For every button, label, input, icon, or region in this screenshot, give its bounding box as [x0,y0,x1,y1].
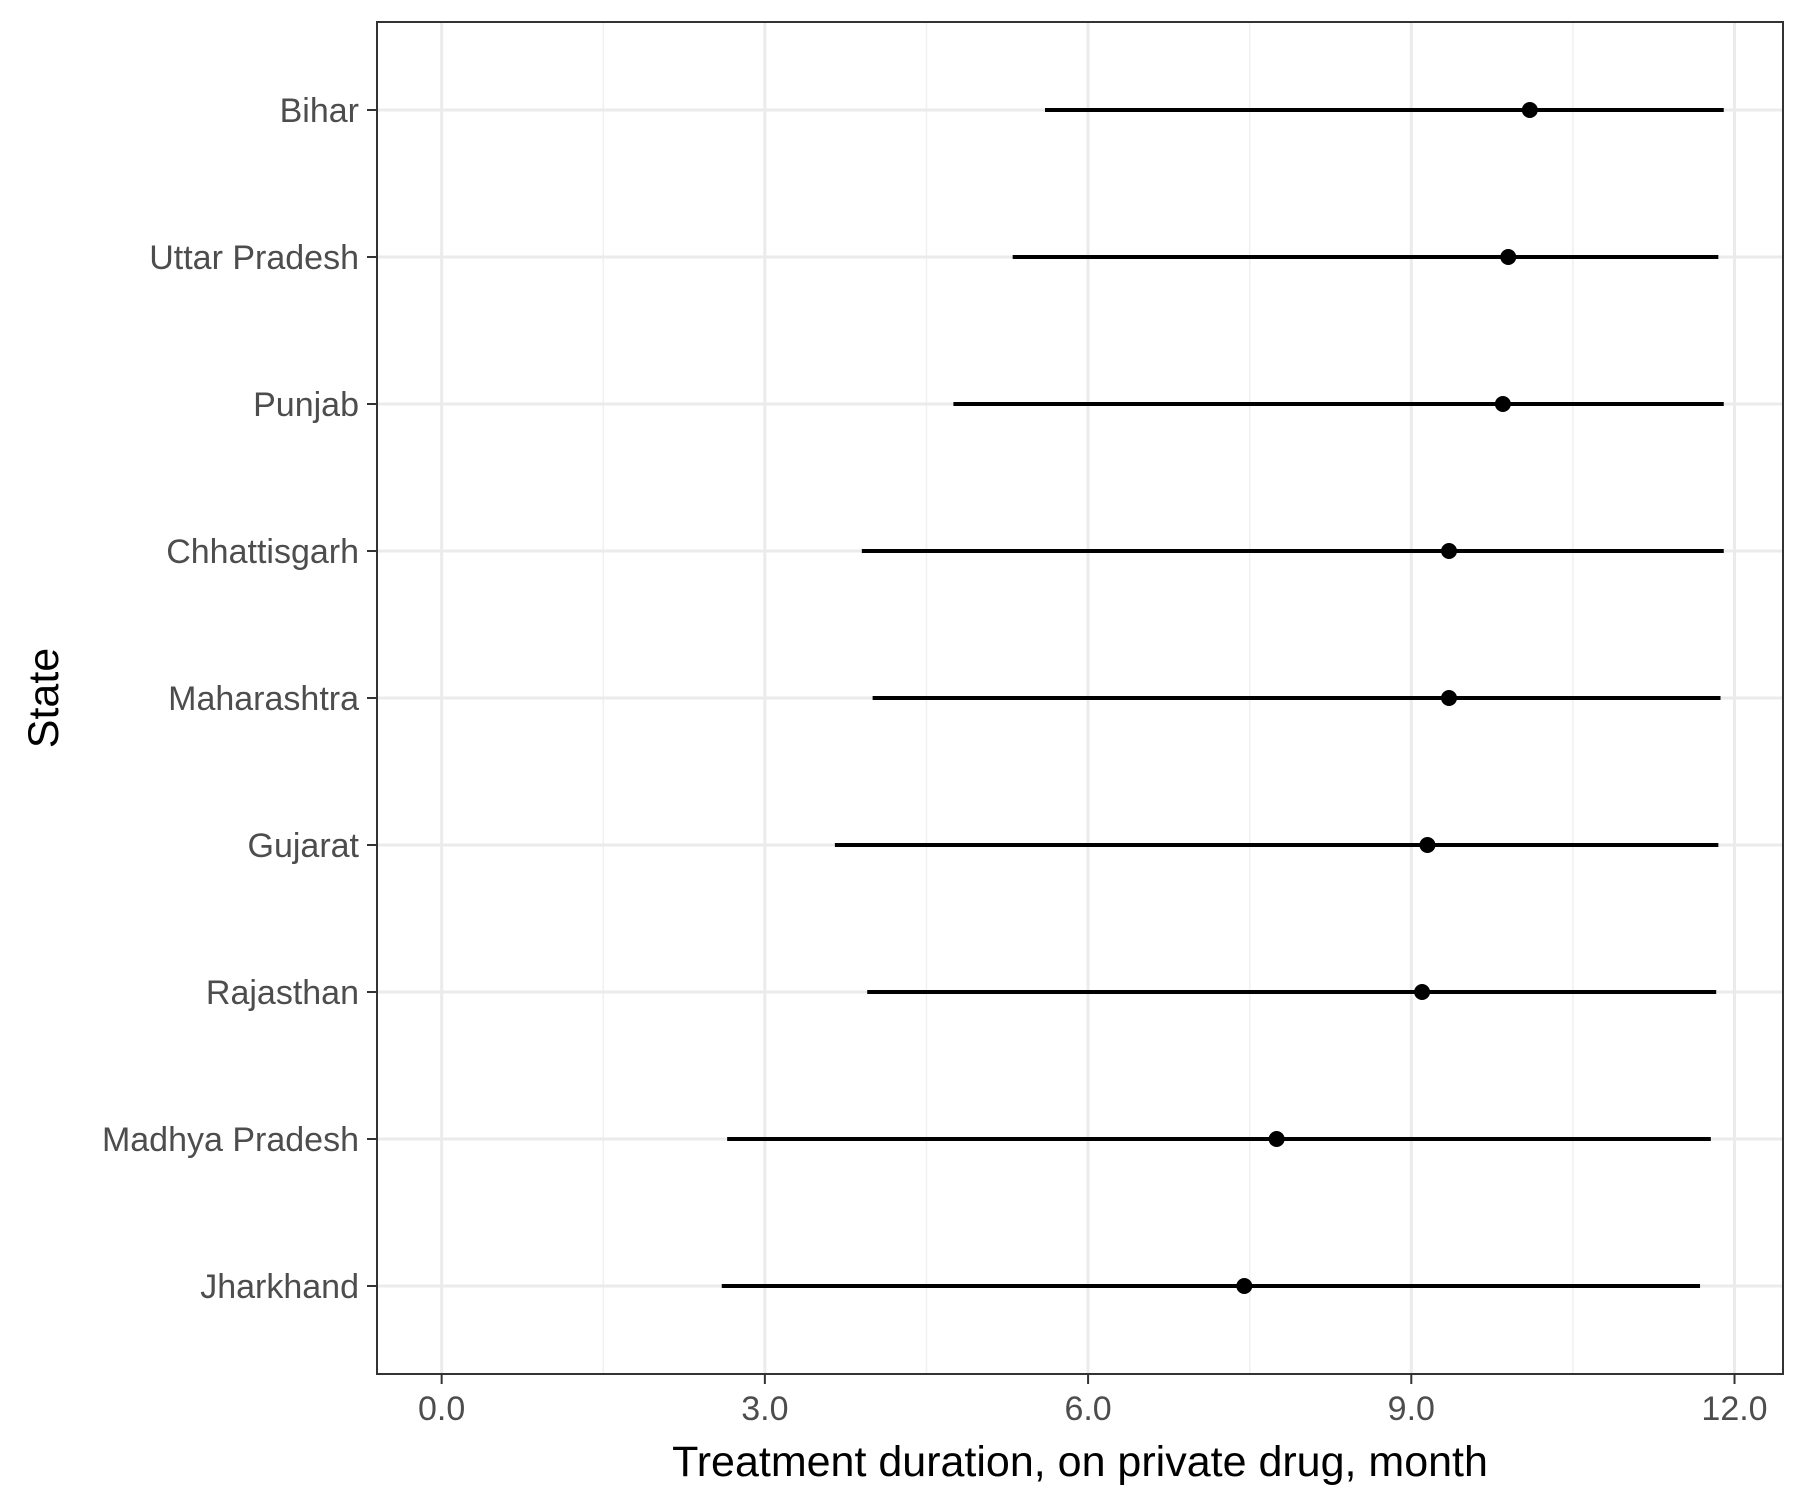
y-tick-label: Uttar Pradesh [149,239,359,277]
x-tick-label: 6.0 [1064,1390,1111,1428]
y-tick-label: Jharkhand [200,1268,359,1306]
point-estimate [1441,690,1458,706]
point-estimate [1268,1131,1285,1147]
point-estimates [1236,102,1538,1294]
y-tick-label: Gujarat [248,827,360,865]
x-tick-label: 12.0 [1701,1390,1767,1428]
y-tick-label: Bihar [280,92,359,130]
point-estimate [1236,1278,1253,1294]
x-tick-label: 0.0 [418,1390,465,1428]
x-axis-title: Treatment duration, on private drug, mon… [672,1438,1488,1486]
point-estimate [1521,102,1538,118]
point-estimate [1494,396,1511,412]
point-estimate [1419,837,1436,853]
x-tick-label: 3.0 [741,1390,788,1428]
axis-ticks [367,109,1736,1384]
y-tick-label: Madhya Pradesh [102,1121,359,1159]
x-tick-label: 9.0 [1388,1390,1435,1428]
y-tick-labels: Bihar Uttar Pradesh Punjab Chhattisgarh Maha… [102,92,360,1306]
point-estimate [1414,984,1431,1000]
point-estimate [1441,543,1458,559]
y-axis-title: State [20,648,68,748]
point-estimate [1500,249,1517,265]
y-tick-label: Rajasthan [206,974,359,1012]
y-tick-label: Maharashtra [168,680,359,718]
y-tick-label: Punjab [253,386,359,424]
y-tick-label: Chhattisgarh [166,533,359,571]
interval-lines [721,108,1724,1288]
x-tick-labels: 0.0 3.0 6.0 9.0 12.0 [418,1390,1768,1428]
